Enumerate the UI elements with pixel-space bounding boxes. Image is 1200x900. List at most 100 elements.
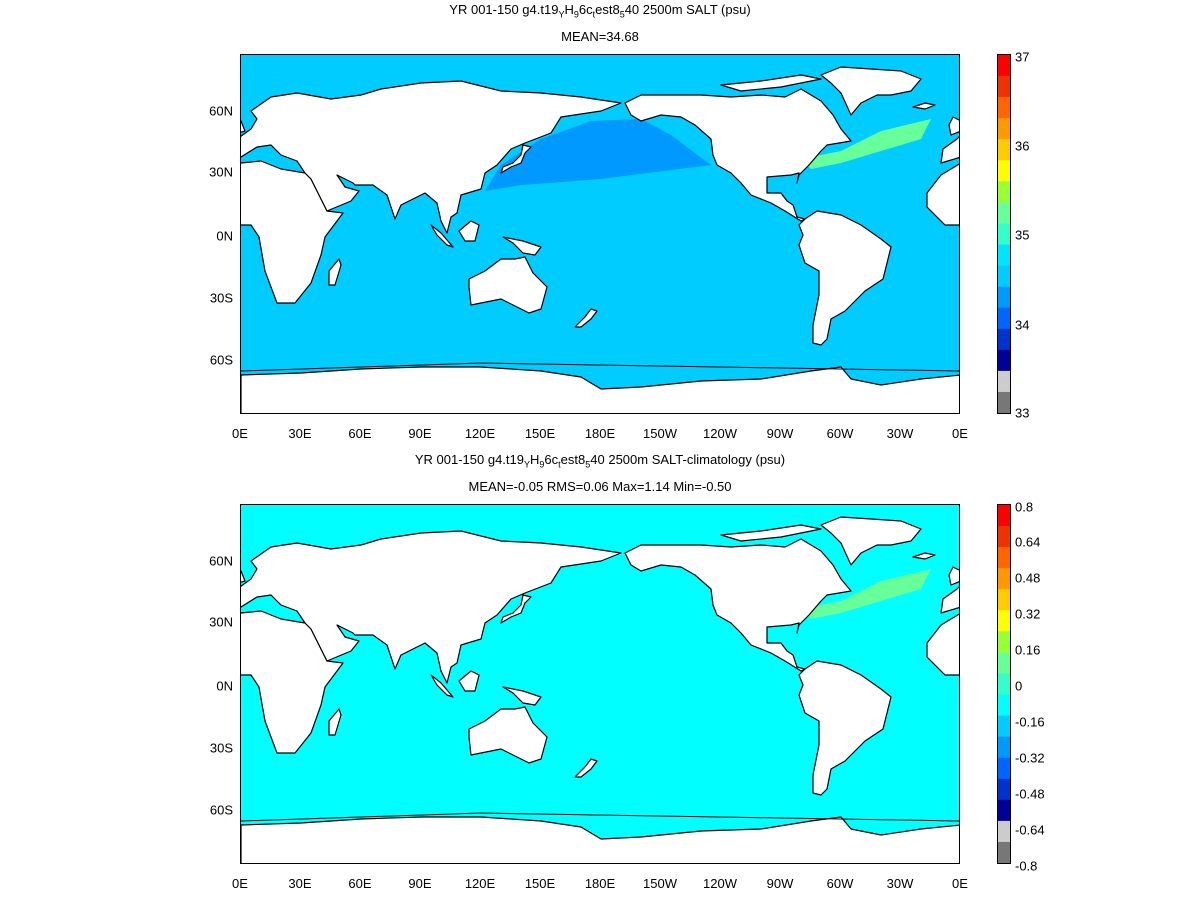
lon-label: 180E (584, 876, 616, 891)
colorbar-swatch (998, 265, 1010, 288)
colorbar-swatch (998, 286, 1010, 309)
colorbar-swatch (998, 76, 1010, 98)
colorbar-tick-label: 36 (1015, 138, 1030, 154)
landmass-greenland (820, 516, 922, 566)
colorbar-swatch (998, 505, 1010, 527)
landmass-new-guinea (502, 236, 542, 256)
panel-2-title: YR 001-150 g4.t19YH96ctest8540 2500m SAL… (414, 452, 786, 470)
lon-label: 90W (766, 426, 794, 441)
landmass-iceland-wrap (912, 102, 936, 110)
colorbar-swatch (998, 610, 1010, 632)
lon-label: 120W (703, 876, 737, 891)
antarctic-coastline (241, 812, 959, 822)
landmass-europe-wrap (940, 136, 959, 164)
lon-label: 90W (766, 876, 794, 891)
landmass-sumatra (430, 674, 454, 698)
colorbar-swatch (998, 799, 1010, 822)
lat-label: 0N (216, 228, 233, 244)
lon-label: 120W (703, 426, 737, 441)
lat-label: 30N (209, 164, 233, 180)
landmass-antarctica (241, 366, 959, 413)
colorbar-tick-label: 33 (1015, 405, 1030, 421)
colorbar-swatch (998, 673, 1010, 696)
lat-label: 60S (209, 352, 233, 368)
colorbar-tick-label: 0 (1015, 678, 1023, 694)
colorbar-swatch (998, 757, 1010, 780)
colorbar-tick-label: -0.8 (1015, 858, 1038, 874)
lon-label: 60E (348, 876, 372, 891)
colorbar-swatch (998, 97, 1010, 119)
colorbar-swatch (998, 631, 1010, 653)
landmass-europe-wrap (940, 586, 959, 614)
landmass-north-america (624, 538, 852, 672)
colorbar-swatch (998, 349, 1010, 372)
colorbar-swatch (998, 736, 1010, 759)
colorbar-tick-label: 0.48 (1015, 570, 1041, 586)
colorbar-swatch (998, 139, 1010, 161)
lon-label: 90E (408, 426, 432, 441)
colorbar-swatch (998, 244, 1010, 267)
north-pacific-region (485, 119, 711, 191)
landmass-uk (241, 120, 246, 133)
panel-1-title: YR 001-150 g4.t19YH96ctest8540 2500m SAL… (449, 2, 751, 20)
colorbar-tick-label: -0.32 (1015, 750, 1045, 766)
landmass-greenland (820, 66, 922, 116)
panel-1-map (240, 54, 960, 414)
lon-label: 150E (524, 876, 556, 891)
lon-label: 180E (584, 426, 616, 441)
landmass-japan (500, 144, 532, 174)
landmass-arctic-islands (720, 74, 822, 92)
lat-label: 60N (209, 103, 233, 119)
colorbar-swatch (998, 328, 1010, 351)
landmass-iceland-wrap (912, 552, 936, 560)
lon-label: 0E (232, 426, 248, 441)
colorbar-swatch (998, 820, 1010, 843)
lon-label: 0E (232, 876, 248, 891)
colorbar-swatch (998, 202, 1010, 224)
colorbar-swatch (998, 181, 1010, 203)
landmass-uk-wrap (948, 566, 959, 586)
colorbar-swatch (998, 715, 1010, 738)
colorbar-swatch (998, 160, 1010, 182)
lon-label: 150W (643, 876, 677, 891)
landmass-madagascar (328, 258, 342, 286)
antarctic-coastline (241, 362, 959, 372)
lon-label: 90E (408, 876, 432, 891)
landmass-africa (241, 160, 344, 304)
panel-1-colorbar (997, 54, 1011, 414)
landmass-new-guinea (502, 686, 542, 706)
landmass-borneo (458, 670, 480, 692)
colorbar-tick-label: 0.32 (1015, 606, 1041, 622)
lon-label: 30W (886, 876, 914, 891)
landmass-arctic-islands (720, 524, 822, 542)
lat-label: 0N (216, 678, 233, 694)
landmass-borneo (458, 220, 480, 242)
lon-label: 60W (826, 426, 854, 441)
colorbar-tick-label: 34 (1015, 317, 1030, 333)
lat-label: 30N (209, 614, 233, 630)
landmass-sumatra (430, 224, 454, 248)
lon-label: 0E (952, 426, 968, 441)
lon-label: 30E (288, 426, 312, 441)
landmass-new-zealand (574, 308, 598, 328)
landmass-africa-wrap (926, 613, 959, 676)
colorbar-swatch (998, 223, 1010, 246)
colorbar-tick-label: 0.64 (1015, 534, 1041, 550)
lon-label: 150E (524, 426, 556, 441)
colorbar-swatch (998, 391, 1010, 413)
colorbar-swatch (998, 307, 1010, 330)
north-pacific-region (485, 569, 711, 641)
north-atlantic-region (801, 119, 931, 169)
landmass-south-america (798, 660, 892, 796)
colorbar-swatch (998, 547, 1010, 569)
panel-2-colorbar (997, 504, 1011, 864)
colorbar-tick-label: 35 (1015, 227, 1030, 243)
lon-label: 0E (952, 876, 968, 891)
lat-label: 60N (209, 553, 233, 569)
lon-label: 30W (886, 426, 914, 441)
landmass-africa-wrap (926, 163, 959, 226)
landmass-africa (241, 610, 344, 754)
lon-label: 60W (826, 876, 854, 891)
lat-label: 30S (209, 290, 233, 306)
lon-label: 150W (643, 426, 677, 441)
